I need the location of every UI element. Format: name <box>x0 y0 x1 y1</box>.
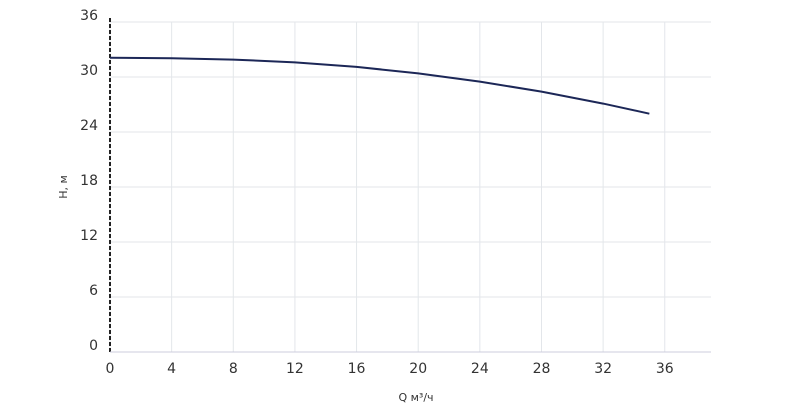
x-tick-label: 28 <box>533 361 551 377</box>
y-tick-label: 18 <box>80 173 98 189</box>
x-tick-label: 0 <box>106 361 115 377</box>
x-tick-label: 24 <box>471 361 489 377</box>
x-tick-label: 8 <box>229 361 238 377</box>
x-tick-label: 32 <box>594 361 612 377</box>
y-tick-label: 24 <box>80 118 98 134</box>
y-tick-label: 12 <box>80 228 98 244</box>
x-tick-label: 4 <box>167 361 176 377</box>
y-tick-label: 30 <box>80 63 98 79</box>
x-tick-label: 16 <box>348 361 366 377</box>
x-tick-label: 12 <box>286 361 304 377</box>
y-tick-label: 36 <box>80 8 98 24</box>
y-axis-label: H, м <box>57 175 70 199</box>
y-tick-label: 6 <box>89 283 98 299</box>
data-line <box>109 56 650 115</box>
y-tick-label: 0 <box>89 338 98 354</box>
x-tick-label: 20 <box>409 361 427 377</box>
x-tick-label: 36 <box>656 361 674 377</box>
x-axis-label: Q м³/ч <box>398 391 433 404</box>
